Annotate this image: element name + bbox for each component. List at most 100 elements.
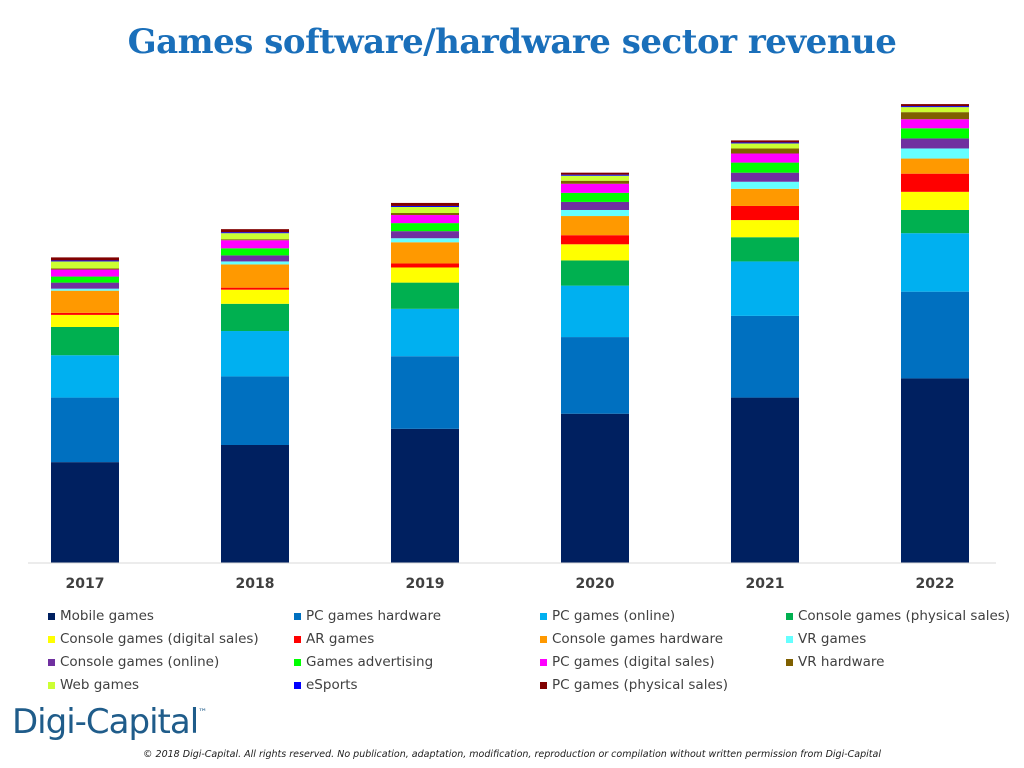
- legend-item: Mobile games: [48, 606, 294, 626]
- bar-segment-2020-13: [561, 174, 629, 176]
- legend-label: PC games hardware: [306, 608, 442, 624]
- legend-swatch: [294, 612, 301, 620]
- bar-segment-2017-0: [51, 462, 119, 563]
- logo-trademark: ™: [198, 708, 208, 718]
- bar-segment-2018-14: [221, 229, 289, 233]
- bar-segment-2020-9: [561, 192, 629, 202]
- bar-segment-2018-7: [221, 261, 289, 265]
- legend-item: VR games: [786, 629, 1016, 649]
- bar-segment-2022-12: [901, 107, 969, 113]
- bar-segment-2022-8: [901, 138, 969, 149]
- legend-label: eSports: [306, 677, 358, 693]
- legend-label: PC games (online): [552, 608, 676, 624]
- bar-segment-2019-0: [391, 428, 459, 563]
- bar-segment-2022-4: [901, 191, 969, 210]
- x-tick-labels: 2017 2018 2019 2020 2021 2022: [66, 576, 955, 592]
- bar-segment-2022-5: [901, 173, 969, 192]
- legend-label: PC games (physical sales): [552, 677, 729, 693]
- bar-segment-2021-1: [731, 315, 799, 398]
- bar-segment-2020-10: [561, 183, 629, 193]
- legend-item: PC games (online): [540, 606, 786, 626]
- legend-label: Mobile games: [60, 608, 154, 624]
- bar-segment-2022-9: [901, 128, 969, 139]
- legend-swatch: [540, 612, 547, 620]
- x-tick-label: 2021: [746, 576, 785, 592]
- bar-segment-2017-12: [51, 261, 119, 269]
- legend-label: Console games (digital sales): [60, 631, 259, 647]
- bar-segment-2021-9: [731, 162, 799, 173]
- x-tick-label: 2017: [66, 576, 105, 592]
- bar-segment-2017-7: [51, 288, 119, 291]
- bar-segment-2017-10: [51, 269, 119, 277]
- legend-swatch: [48, 658, 55, 666]
- bar-segment-2018-1: [221, 376, 289, 445]
- legend-label: VR hardware: [798, 654, 885, 670]
- x-tick-label: 2022: [916, 576, 955, 592]
- bar-segment-2018-6: [221, 264, 289, 288]
- bar-segment-2019-10: [391, 215, 459, 224]
- bar-segment-2021-14: [731, 140, 799, 143]
- legend-swatch: [540, 681, 547, 689]
- bar-segment-2020-2: [561, 285, 629, 338]
- legend-item: Console games (online): [48, 652, 294, 672]
- bar-segment-2022-13: [901, 106, 969, 108]
- bar-segment-2022-6: [901, 158, 969, 174]
- bar-segment-2021-6: [731, 188, 799, 206]
- bar-segment-2022-11: [901, 112, 969, 120]
- bar-segment-2019-8: [391, 231, 459, 239]
- bar-segment-2020-1: [561, 337, 629, 414]
- bar-segment-2022-14: [901, 104, 969, 107]
- legend-item: Web games: [48, 675, 294, 695]
- bar-segment-2019-3: [391, 282, 459, 309]
- bar-segment-2022-3: [901, 209, 969, 234]
- bar-segment-2019-13: [391, 205, 459, 207]
- x-tick-label: 2020: [576, 576, 615, 592]
- bar-segment-2019-9: [391, 223, 459, 232]
- bar-segment-2019-1: [391, 356, 459, 429]
- copyright-notice: © 2018 Digi-Capital. All rights reserved…: [143, 749, 881, 760]
- bar-segment-2018-4: [221, 289, 289, 304]
- chart-title: Games software/hardware sector revenue: [127, 22, 897, 62]
- bar-segment-2017-14: [51, 257, 119, 261]
- bar-segment-2017-5: [51, 312, 119, 315]
- bar-segment-2017-4: [51, 314, 119, 327]
- legend-item: Console games hardware: [540, 629, 786, 649]
- bar-segment-2022-2: [901, 233, 969, 292]
- bar-segment-2018-8: [221, 255, 289, 262]
- bar-segment-2017-13: [51, 260, 119, 262]
- bar-segment-2019-14: [391, 202, 459, 206]
- stacked-bar-chart: 2017 2018 2019 2020 2021 2022: [28, 104, 996, 592]
- bar-segment-2018-12: [221, 233, 289, 240]
- bar-segment-2021-5: [731, 205, 799, 221]
- bar-segment-2021-12: [731, 143, 799, 149]
- digi-capital-logo: Digi-Capital™: [12, 702, 207, 742]
- bar-segment-2018-5: [221, 287, 289, 290]
- bar-segment-2020-4: [561, 244, 629, 261]
- bar-segment-2022-0: [901, 378, 969, 563]
- legend-item: AR games: [294, 629, 540, 649]
- bar-segment-2018-0: [221, 444, 289, 563]
- legend-label: PC games (digital sales): [552, 654, 715, 670]
- legend-item: Console games (digital sales): [48, 629, 294, 649]
- legend-item: Games advertising: [294, 652, 540, 672]
- legend-swatch: [540, 635, 547, 643]
- bar-segment-2021-11: [731, 148, 799, 154]
- bar-segment-2019-11: [391, 213, 459, 216]
- legend-swatch: [294, 681, 301, 689]
- bar-segment-2017-2: [51, 355, 119, 398]
- legend-swatch: [48, 635, 55, 643]
- x-tick-label: 2019: [406, 576, 445, 592]
- legend-item: VR hardware: [786, 652, 1016, 672]
- bar-segment-2018-10: [221, 240, 289, 249]
- bar-segment-2017-1: [51, 397, 119, 463]
- bar-segment-2020-7: [561, 209, 629, 217]
- legend-item: PC games (digital sales): [540, 652, 786, 672]
- logo-text: Digi-Capital: [12, 702, 199, 742]
- legend-swatch: [294, 635, 301, 643]
- bar-segment-2019-5: [391, 263, 459, 268]
- legend-label: Games advertising: [306, 654, 434, 670]
- bar-segment-2021-7: [731, 181, 799, 189]
- bar-segment-2019-12: [391, 206, 459, 214]
- legend-swatch: [540, 658, 547, 666]
- bar-segment-2021-13: [731, 142, 799, 144]
